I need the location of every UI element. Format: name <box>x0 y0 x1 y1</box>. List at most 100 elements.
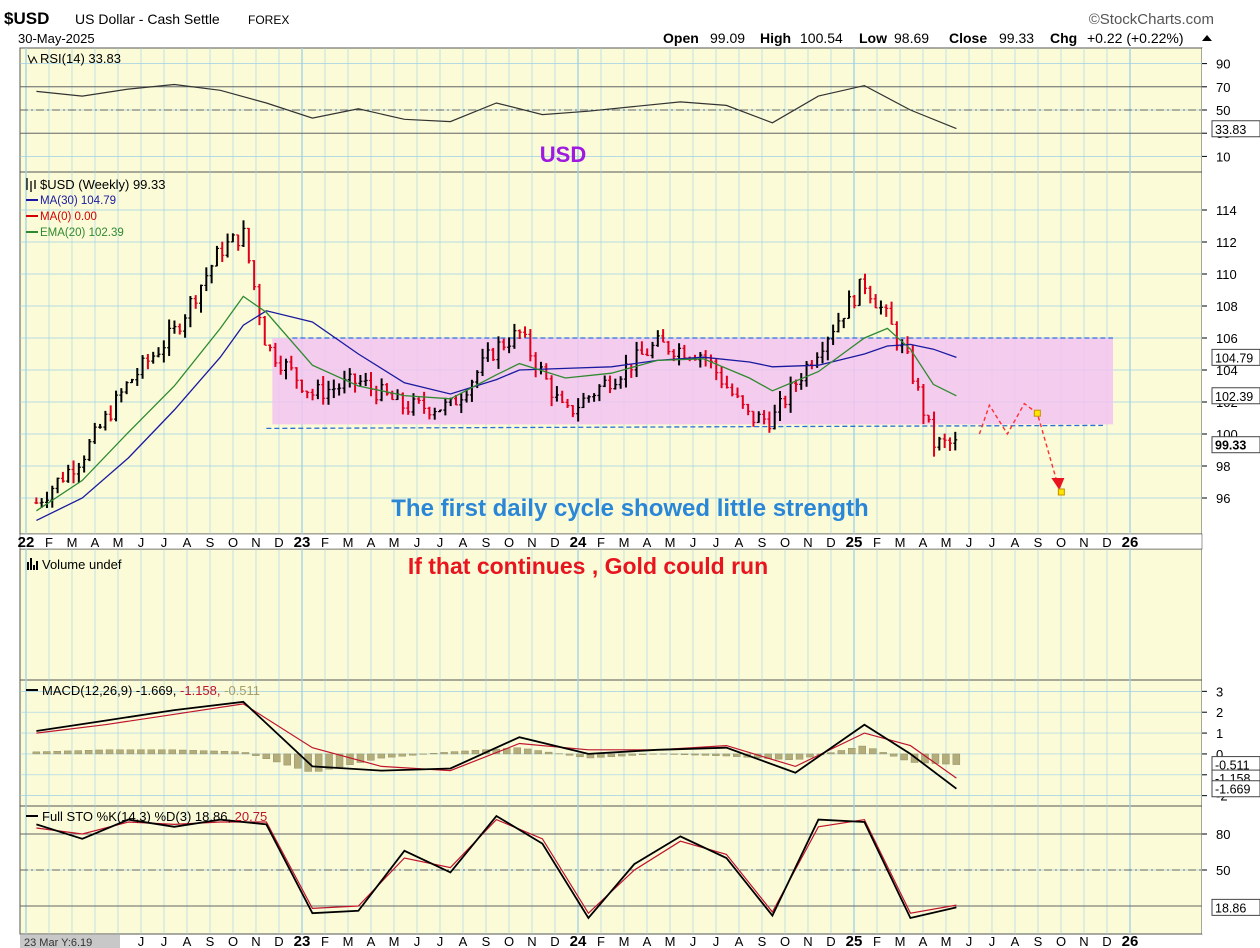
x-tick-label: A <box>735 535 744 550</box>
macd-histogram-bar <box>168 749 176 755</box>
macd-histogram-bar <box>848 748 856 755</box>
x-tick-label: M <box>113 535 124 550</box>
x-tick-label: O <box>780 535 790 550</box>
x-tick-label-bottom: N <box>251 934 260 948</box>
rsi-y-tick-label: 90 <box>1216 57 1230 72</box>
x-tick-label: S <box>206 535 215 550</box>
macd-histogram-bar <box>524 748 532 755</box>
x-tick-label: N <box>251 535 260 550</box>
x-tick-label: D <box>1102 535 1111 550</box>
macd-histogram-bar <box>116 749 124 755</box>
up-arrow-icon <box>1202 35 1212 41</box>
x-tick-label: O <box>228 535 238 550</box>
sto-k-line <box>36 814 957 920</box>
price-y-tick-label: 104 <box>1216 363 1238 378</box>
macd-legend-hist: -0.511 <box>221 683 261 698</box>
ohlc-bars-icon <box>26 178 36 192</box>
x-tick-label-bottom: M <box>389 934 400 948</box>
macd-legend-signal: -1.158, <box>176 683 220 698</box>
macd-histogram-bar <box>712 753 720 756</box>
x-tick-label: 26 <box>1122 534 1139 551</box>
x-tick-label: M <box>895 535 906 550</box>
macd-histogram-bar <box>32 751 41 755</box>
x-tick-label: S <box>482 535 491 550</box>
macd-panel-background <box>19 679 1203 807</box>
macd-histogram-bar <box>398 753 406 757</box>
price-y-tick-label: 96 <box>1216 491 1230 506</box>
macd-histogram-bar <box>942 753 950 765</box>
right-axis-strip <box>1202 48 1260 934</box>
x-tick-label-bottom: D <box>550 934 559 948</box>
macd-histogram-bar <box>827 752 835 755</box>
macd-line <box>36 700 957 790</box>
volume-legend-text: Volume undef <box>42 557 122 572</box>
macd-histogram-bar <box>273 753 281 763</box>
x-tick-label-bottom: M <box>619 934 630 948</box>
x-tick-label: 24 <box>570 534 587 551</box>
series-layer <box>32 83 1065 920</box>
x-tick-label: A <box>183 535 192 550</box>
x-tick-label: S <box>758 535 767 550</box>
macd-histogram-bar <box>597 753 605 758</box>
footer-tab <box>20 935 120 948</box>
gold-annotation: If that continues , Gold could run <box>408 553 768 579</box>
macd-histogram-bar <box>231 751 239 755</box>
rsi-y-tick-label: 50 <box>1216 103 1230 118</box>
macd-histogram-bar <box>388 753 396 758</box>
x-tick-label: F <box>45 535 53 550</box>
macd-histogram-bar <box>806 753 814 758</box>
high-value: 100.54 <box>800 30 843 46</box>
x-tick-label-bottom: A <box>919 934 928 948</box>
macd-histogram-bar <box>544 751 553 755</box>
macd-y-tick-label: 0 <box>1216 747 1223 762</box>
rsi-y-tick-label: 10 <box>1216 149 1230 164</box>
price-y-tick-label: 112 <box>1216 235 1237 250</box>
forecast-arrow-icon <box>1051 478 1065 490</box>
x-tick-label-bottom: J <box>966 934 973 948</box>
security-name: US Dollar - Cash Settle <box>75 11 220 27</box>
x-tick-label-bottom: S <box>1034 934 1043 948</box>
macd-histogram-bar <box>220 751 229 755</box>
open-label: Open <box>663 30 699 46</box>
x-tick-label-bottom: O <box>780 934 790 948</box>
x-tick-label-bottom: F <box>873 934 881 948</box>
value-tag <box>1211 120 1260 138</box>
x-tick-label: A <box>643 535 652 550</box>
macd-histogram-bar <box>869 748 877 755</box>
x-tick-label-bottom: O <box>1056 934 1066 948</box>
x-tick-label: F <box>873 535 881 550</box>
macd-histogram-bar <box>105 749 114 755</box>
exchange-label: FOREX <box>248 13 289 27</box>
chart-date: 30-May-2025 <box>18 31 95 46</box>
macd-histogram-bar <box>43 751 51 755</box>
x-tick-label-bottom: M <box>941 934 952 948</box>
sto-y-tick-label: 80 <box>1216 827 1230 842</box>
value-tag <box>1211 780 1260 798</box>
x-tick-label-bottom: M <box>665 934 676 948</box>
macd-histogram-bar <box>252 753 260 756</box>
macd-histogram-bar <box>409 753 417 756</box>
forecast-path <box>978 402 1060 491</box>
macd-y-tick-label: 2 <box>1216 705 1223 720</box>
x-tick-label-bottom: M <box>343 934 354 948</box>
x-tick-label: N <box>1079 535 1088 550</box>
rsi-legend-text: RSI(14) 33.83 <box>40 51 121 66</box>
x-tick-label: O <box>1056 535 1066 550</box>
x-tick-label-bottom: F <box>597 934 605 948</box>
cycle-annotation: The first daily cycle showed little stre… <box>391 495 868 522</box>
x-tick-label: 25 <box>846 534 863 551</box>
panel-layer <box>19 47 1260 935</box>
price-y-tick-label: 106 <box>1216 331 1238 346</box>
macd-histogram-bar <box>377 753 386 759</box>
ema20-line <box>36 295 957 512</box>
macd-histogram-bar <box>126 749 135 755</box>
macd-histogram-bar <box>84 750 93 755</box>
macd-histogram-bar <box>325 753 333 770</box>
x-tick-label-bottom: D <box>274 934 283 948</box>
x-tick-label: M <box>67 535 78 550</box>
macd-histogram-bar <box>701 753 710 756</box>
macd-histogram-bar <box>95 749 103 755</box>
macd-histogram-bar <box>199 750 208 755</box>
rsi-icon <box>27 54 38 65</box>
x-tick-label-bottom: J <box>989 934 996 948</box>
